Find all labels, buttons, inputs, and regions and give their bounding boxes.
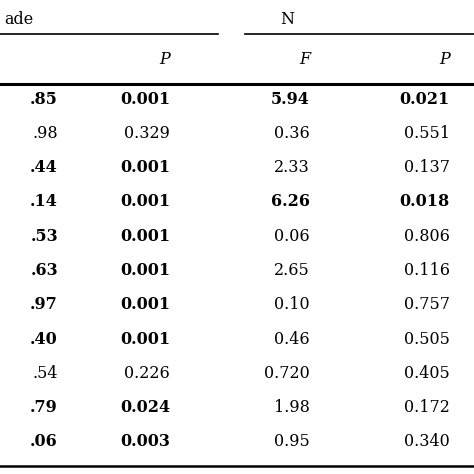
Text: 6.26: 6.26 [271,193,310,210]
Text: 0.329: 0.329 [124,125,170,142]
Text: 0.10: 0.10 [274,296,310,313]
Text: 0.001: 0.001 [120,262,170,279]
Text: 5.94: 5.94 [271,91,310,108]
Text: .97: .97 [30,296,58,313]
Text: .53: .53 [30,228,58,245]
Text: 0.405: 0.405 [404,365,450,382]
Text: 0.757: 0.757 [404,296,450,313]
Text: P: P [439,51,450,67]
Text: 0.95: 0.95 [274,433,310,450]
Text: 0.340: 0.340 [404,433,450,450]
Text: 2.65: 2.65 [274,262,310,279]
Text: 2.33: 2.33 [274,159,310,176]
Text: 0.46: 0.46 [274,330,310,347]
Text: ade: ade [4,10,33,27]
Text: 0.36: 0.36 [274,125,310,142]
Text: 0.018: 0.018 [400,193,450,210]
Text: 0.024: 0.024 [120,399,170,416]
Text: .79: .79 [30,399,58,416]
Text: 0.001: 0.001 [120,193,170,210]
Text: 0.226: 0.226 [124,365,170,382]
Text: 0.720: 0.720 [264,365,310,382]
Text: 0.001: 0.001 [120,159,170,176]
Text: .98: .98 [32,125,58,142]
Text: 0.001: 0.001 [120,228,170,245]
Text: .85: .85 [30,91,58,108]
Text: 0.116: 0.116 [404,262,450,279]
Text: 0.001: 0.001 [120,330,170,347]
Text: 0.137: 0.137 [404,159,450,176]
Text: 0.06: 0.06 [274,228,310,245]
Text: .54: .54 [33,365,58,382]
Text: 0.172: 0.172 [404,399,450,416]
Text: .40: .40 [30,330,58,347]
Text: F: F [299,51,310,67]
Text: .63: .63 [30,262,58,279]
Text: N: N [280,10,294,27]
Text: P: P [159,51,170,67]
Text: 0.806: 0.806 [404,228,450,245]
Text: 0.505: 0.505 [404,330,450,347]
Text: .06: .06 [30,433,58,450]
Text: 0.001: 0.001 [120,91,170,108]
Text: .14: .14 [30,193,58,210]
Text: 0.551: 0.551 [404,125,450,142]
Text: 0.003: 0.003 [120,433,170,450]
Text: 1.98: 1.98 [274,399,310,416]
Text: 0.001: 0.001 [120,296,170,313]
Text: 0.021: 0.021 [400,91,450,108]
Text: .44: .44 [30,159,58,176]
